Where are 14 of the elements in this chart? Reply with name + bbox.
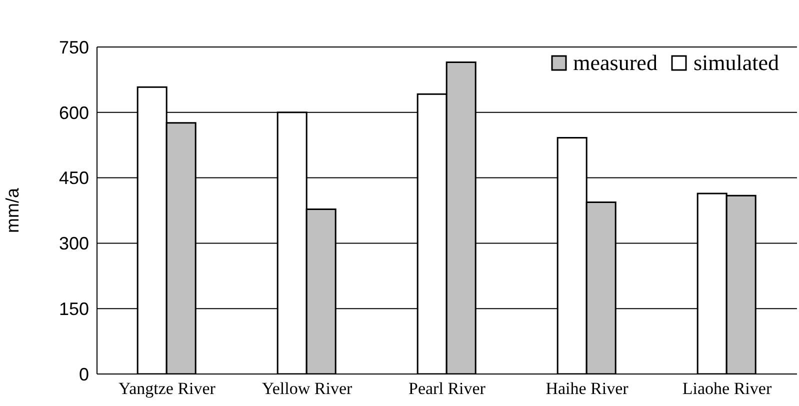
legend-label: measured (573, 50, 658, 76)
x-tick-label: Yangtze River (118, 379, 216, 398)
x-tick-label: Liaohe River (682, 379, 772, 398)
x-tick-label: Haihe River (546, 379, 629, 398)
y-tick-label: 150 (58, 298, 89, 319)
x-tick-label: Pearl River (408, 379, 486, 398)
x-tick-label: Yellow River (262, 379, 353, 398)
y-tick-label: 0 (78, 364, 89, 384)
y-axis-title: mm/a (2, 187, 22, 233)
y-tick-label: 450 (58, 168, 89, 188)
y-tick-label: 750 (58, 37, 89, 58)
y-tick-label: 600 (58, 102, 89, 123)
legend-label: simulated (693, 50, 779, 76)
y-tick-label: 300 (58, 234, 89, 254)
